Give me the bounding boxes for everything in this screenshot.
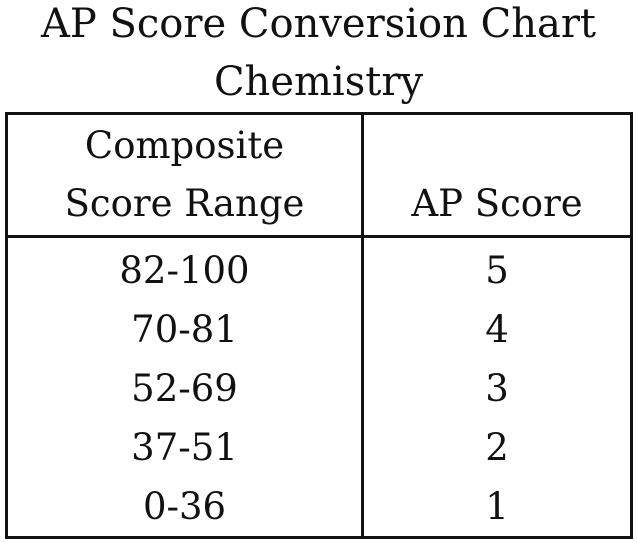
header-divider [8,235,630,238]
table-row: 37-51 2 [8,418,630,478]
score-table: Composite Score Range AP Score 82-100 5 70… [5,112,633,539]
table-row: 52-69 3 [8,359,630,419]
ap-score: 5 [485,249,509,292]
score-range: 0-36 [142,485,227,528]
column-divider [361,115,364,536]
table-row: 0-36 1 [8,477,630,537]
score-range: 52-69 [131,367,238,410]
subtitle: Chemistry [213,59,424,105]
ap-score: 2 [485,426,509,469]
column-header: AP Score [364,121,630,233]
header-line: Composite [84,124,285,167]
score-range: 70-81 [131,308,238,351]
score-range: 82-100 [119,249,250,292]
ap-score: 1 [485,485,509,528]
header-line: AP Score [411,182,583,225]
table-row: 70-81 4 [8,300,630,360]
table-row: 82-100 5 [8,241,630,301]
column-header: Composite Score Range [8,121,361,233]
ap-score: 4 [485,308,509,351]
score-range: 37-51 [131,426,238,469]
header-line: Score Range [64,182,305,225]
ap-score: 3 [485,367,509,410]
title: AP Score Conversion Chart [40,1,597,47]
